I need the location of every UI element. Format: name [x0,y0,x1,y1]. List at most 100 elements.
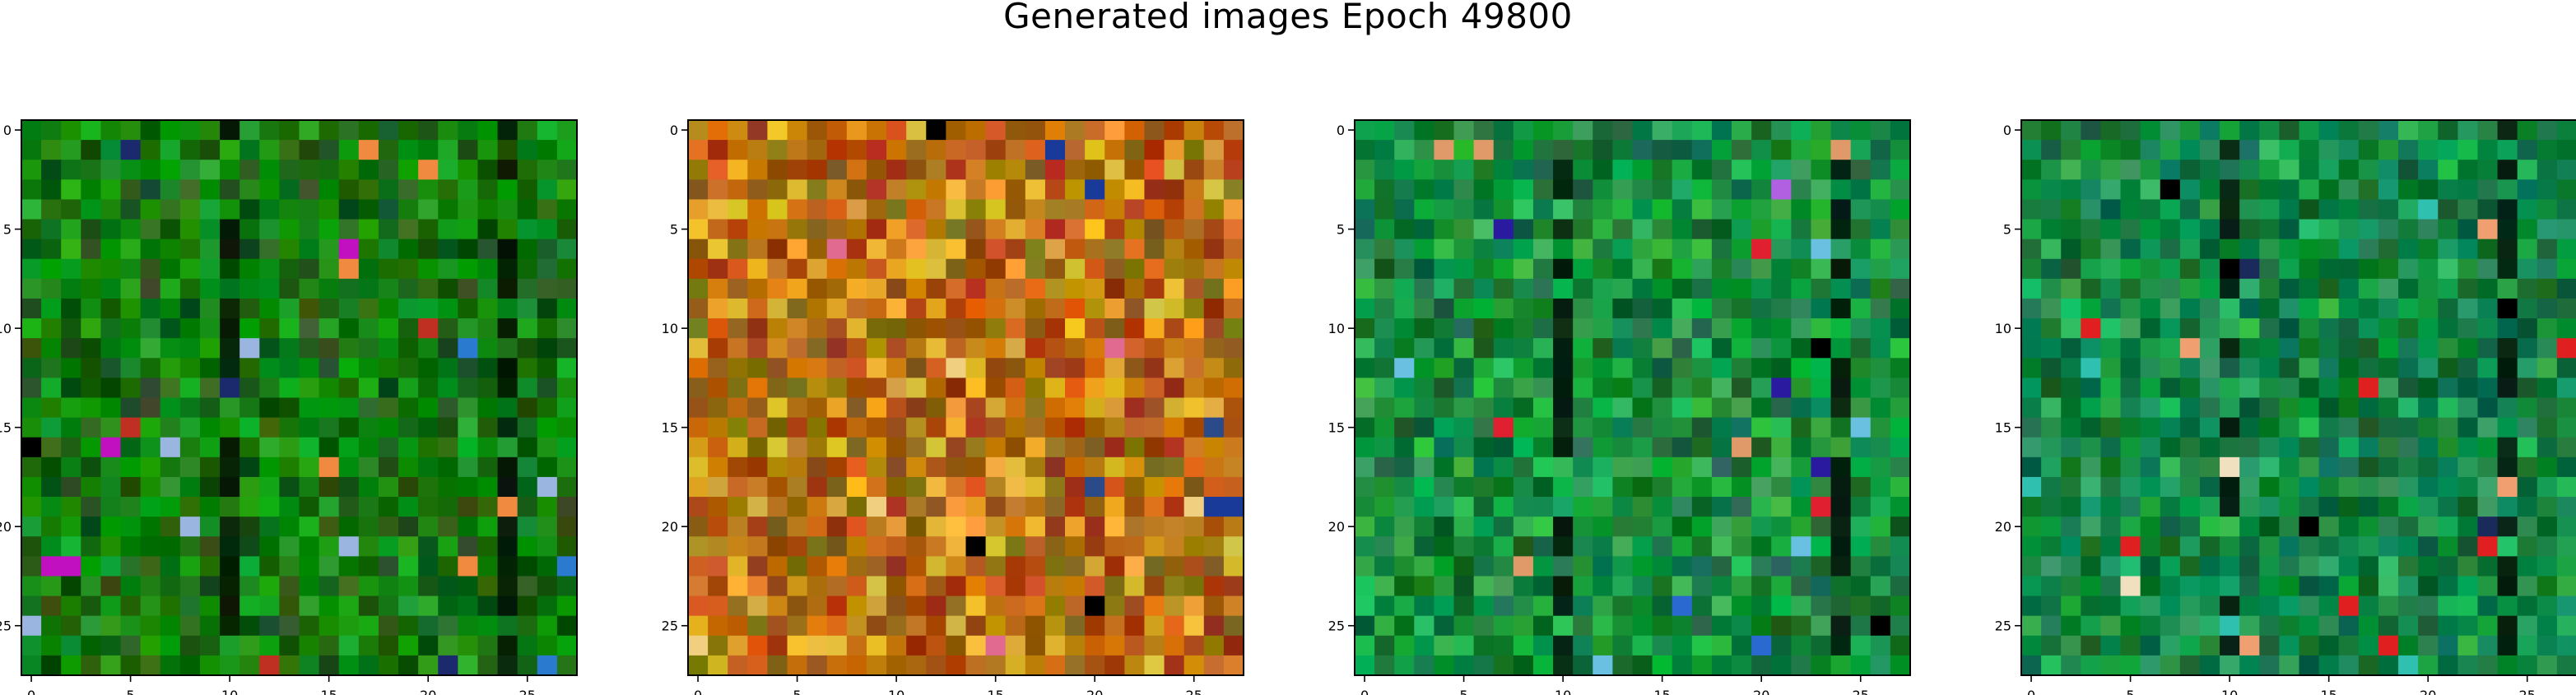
pixel-cell [2418,179,2439,201]
pixel-cell [140,199,161,220]
pixel-cell [2140,576,2161,597]
pixel-cell [2259,378,2280,399]
pixel-cell [1473,140,1495,160]
pixel-cell [2179,219,2201,240]
pixel-cell [1652,278,1673,299]
pixel-cell [1811,318,1832,339]
x-tick-label: 15 [2320,688,2337,695]
pixel-cell [1612,655,1634,676]
pixel-cell [1771,258,1792,280]
pixel-cell [1672,298,1693,319]
pixel-cell [2041,258,2062,280]
pixel-cell [2160,615,2181,637]
pixel-cell [985,378,1007,399]
pixel-cell [1632,140,1653,160]
pixel-cell [886,160,907,180]
pixel-cell [140,378,161,399]
pixel-cell [2021,437,2042,458]
pixel-cell [378,179,399,201]
pixel-cell [1065,556,1086,577]
pixel-cell [1164,160,1185,180]
pixel-cell [61,199,81,220]
pixel-cell [2378,298,2399,319]
pixel-cell [1612,397,1634,419]
pixel-cell [2299,179,2320,201]
pixel-cell [398,278,419,299]
pixel-cell [1104,318,1125,339]
pixel-cell [787,476,808,498]
pixel-cell [1104,338,1125,359]
pixel-cell [2398,556,2419,577]
pixel-cell [826,358,848,378]
pixel-cell [477,576,499,597]
pixel-cell [1732,219,1752,240]
pixel-cell [747,318,769,339]
pixel-cell [220,378,240,399]
pixel-cell [1453,318,1475,339]
pixel-cell [767,556,788,577]
pixel-cell [1732,556,1752,577]
y-tick-label: 15 [1995,420,2011,436]
pixel-cell [2081,358,2102,378]
pixel-cell [1164,219,1185,240]
pixel-cell [1632,120,1653,141]
pixel-cell [2160,556,2181,577]
pixel-cell [378,318,399,339]
pixel-cell [2100,318,2122,339]
pixel-cell [2100,437,2122,458]
pixel-cell [866,179,887,201]
pixel-cell [985,497,1007,517]
pixel-cell [458,318,479,339]
pixel-cell [906,417,927,438]
pixel-cell [140,595,161,617]
pixel-cell [2021,497,2042,517]
pixel-cell [199,378,221,399]
pixel-cell [61,655,81,676]
pixel-cell [61,120,81,141]
pixel-cell [2497,655,2518,676]
pixel-cell [2259,358,2280,378]
pixel-cell [259,179,280,201]
pixel-cell [199,615,221,637]
pixel-cell [1394,536,1415,557]
pixel-cell [1791,318,1812,339]
pixel-cell [1164,318,1185,339]
pixel-cell [1850,635,1872,656]
pixel-cell [1223,397,1244,419]
pixel-cell [2259,140,2280,160]
pixel-cell [2438,615,2458,637]
pixel-cell [787,160,808,180]
pixel-cell [1791,517,1812,537]
pixel-cell [2457,120,2479,141]
pixel-cell [1453,199,1475,220]
pixel-cell [946,219,967,240]
pixel-cell [199,140,221,160]
pixel-cell [199,278,221,299]
pixel-cell [1632,338,1653,359]
pixel-cell [747,120,769,141]
pixel-cell [556,655,578,676]
pixel-cell [199,397,221,419]
pixel-cell [747,358,769,378]
pixel-cell [2536,179,2558,201]
pixel-cell [926,338,946,359]
pixel-cell [319,397,340,419]
pixel-cell [1632,497,1653,517]
pixel-cell [358,338,379,359]
pixel-cell [1044,437,1066,458]
pixel-cell [398,397,419,419]
pixel-cell [1005,437,1026,458]
pixel-cell [2358,595,2379,617]
pixel-cell [2220,497,2240,517]
pixel-cell [61,576,81,597]
pixel-cell [1044,536,1066,557]
pixel-cell [2220,556,2240,577]
pixel-cell [926,358,946,378]
pixel-cell [1164,556,1185,577]
pixel-cell [846,517,867,537]
pixel-cell [458,456,479,478]
pixel-cell [2199,298,2220,319]
pixel-cell [1164,140,1185,160]
pixel-cell [179,556,201,577]
pixel-cell [418,358,439,378]
